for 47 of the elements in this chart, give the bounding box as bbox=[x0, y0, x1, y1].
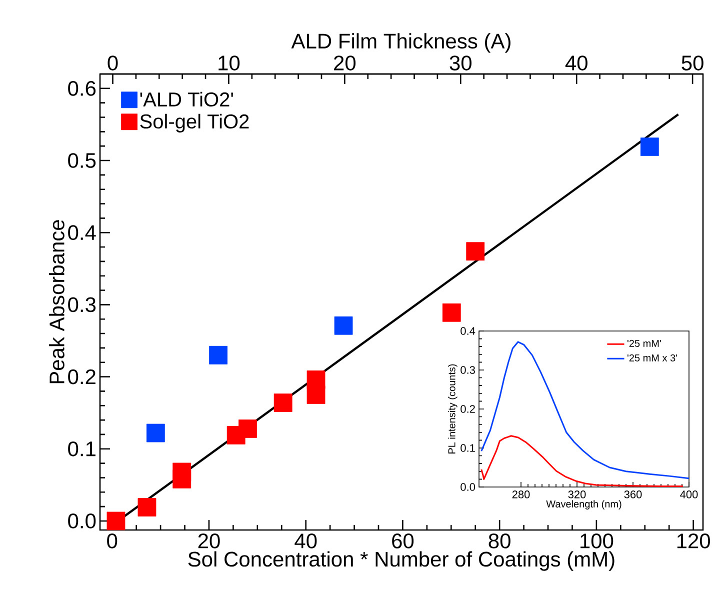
legend-label: '25 mM' bbox=[628, 340, 661, 347]
y-tick-label: 0.3 bbox=[68, 297, 96, 312]
point bbox=[466, 242, 485, 261]
x-tick-label: 80 bbox=[488, 534, 510, 548]
x-axis-title: Sol Concentration * Number of Coatings (mM) bbox=[188, 551, 614, 571]
y-tick-label: 0.4 bbox=[68, 225, 96, 240]
y-tick-label: 0.6 bbox=[68, 80, 96, 96]
y-tick-label: 0.3 bbox=[460, 366, 475, 374]
point bbox=[238, 419, 257, 438]
y-tick-label: 0.0 bbox=[460, 483, 476, 491]
y-tick-label: 0.0 bbox=[68, 514, 96, 528]
point bbox=[106, 512, 126, 530]
x2-tick-label: 30 bbox=[450, 56, 472, 70]
line-series bbox=[480, 435, 684, 487]
x-tick-label: 60 bbox=[392, 534, 414, 548]
x-axis-title: Wavelength (nm) bbox=[546, 500, 622, 510]
y-axis-title: Peak Absorbance bbox=[48, 220, 64, 384]
y-tick-label: 0.4 bbox=[460, 327, 476, 335]
y-tick-label: 0.5 bbox=[68, 153, 96, 168]
y-tick-label: 0.1 bbox=[460, 444, 475, 452]
legend-label: 'ALD TiO2' bbox=[140, 92, 233, 107]
x2-axis-title: ALD Film Thickness (A) bbox=[291, 33, 510, 53]
x2-tick-label: 20 bbox=[334, 56, 356, 70]
x-tick-label: 100 bbox=[580, 534, 614, 548]
x2-tick-label: 50 bbox=[682, 56, 704, 70]
y-tick-label: 0.2 bbox=[460, 405, 475, 413]
x-tick-label: 320 bbox=[568, 490, 586, 498]
point bbox=[138, 498, 156, 516]
x-tick-label: 40 bbox=[294, 534, 317, 548]
legend-label: '25 mM x 3' bbox=[628, 354, 677, 362]
y-tick-label: 0.1 bbox=[68, 441, 96, 456]
y-tick-label: 0.2 bbox=[68, 369, 96, 384]
x-tick-label: 360 bbox=[624, 490, 642, 498]
x-tick-label: 20 bbox=[198, 534, 220, 548]
x-tick-label: 0 bbox=[107, 534, 118, 548]
point bbox=[172, 470, 192, 488]
y-axis-title: PL intensity (counts) bbox=[448, 364, 458, 454]
x-tick-label: 120 bbox=[677, 534, 710, 548]
point bbox=[306, 386, 326, 404]
x-tick-label: 400 bbox=[680, 490, 698, 498]
point bbox=[442, 303, 461, 322]
legend-label: Sol-gel TiO2 bbox=[140, 114, 249, 133]
x2-tick-label: 10 bbox=[218, 56, 240, 70]
x-tick-label: 280 bbox=[512, 490, 530, 498]
x2-tick-label: 0 bbox=[108, 56, 118, 70]
point bbox=[274, 394, 292, 412]
x2-tick-label: 40 bbox=[565, 56, 588, 70]
